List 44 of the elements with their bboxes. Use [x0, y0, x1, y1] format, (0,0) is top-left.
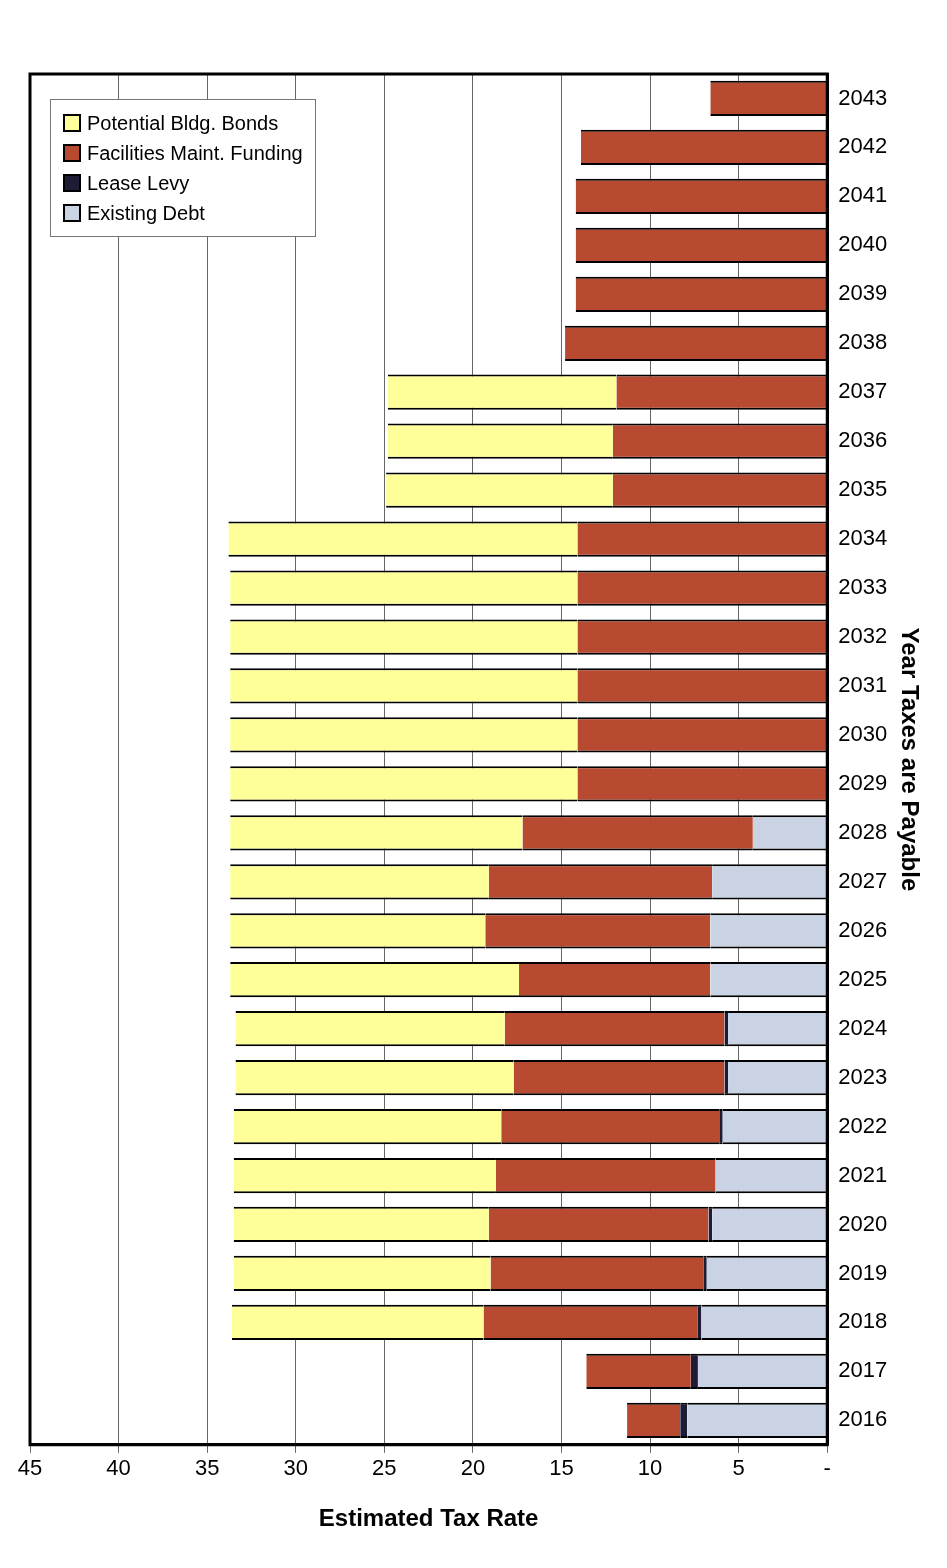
y-tick-label: 2034 — [838, 525, 888, 551]
x-tick-label: 40 — [106, 1455, 131, 1481]
y-tick-label: 2028 — [838, 818, 888, 844]
y-tick-label: 2035 — [838, 476, 888, 502]
x-tick-label: 25 — [372, 1455, 397, 1481]
y-tick-label: 2023 — [838, 1063, 888, 1089]
legend-label: Facilities Maint. Funding — [87, 141, 303, 166]
y-tick-label: 2033 — [838, 574, 888, 600]
x-tick-label: 45 — [17, 1455, 43, 1481]
y-tick-label: 2017 — [838, 1357, 888, 1383]
y-tick-label: 2043 — [838, 84, 888, 110]
y-tick-label: 2038 — [838, 329, 888, 355]
y-tick-label: 2039 — [838, 280, 888, 306]
legend-label: Potential Bldg. Bonds — [87, 111, 279, 136]
legend-label: Existing Debt — [87, 201, 205, 226]
y-tick-label: 2019 — [838, 1259, 888, 1285]
y-tick-label: 2041 — [838, 182, 888, 208]
y-tick-label: 2020 — [838, 1210, 888, 1236]
y-tick-label: 2018 — [838, 1308, 888, 1334]
y-tick-label: 2024 — [838, 1014, 888, 1040]
y-tick-label: 2022 — [838, 1112, 888, 1138]
y-tick-label: 2027 — [838, 867, 888, 893]
y-tick-label: 2040 — [838, 231, 888, 257]
y-tick-label: 2037 — [838, 378, 888, 404]
y-tick-label: 2029 — [838, 769, 888, 795]
y-tick-label: 2036 — [838, 427, 888, 453]
y-tick-label: 2021 — [838, 1161, 888, 1187]
y-tick-label: 2025 — [838, 965, 888, 991]
x-tick-label: 35 — [194, 1455, 220, 1481]
y-tick-label: 2032 — [838, 623, 888, 649]
x-tick-label: - — [823, 1455, 831, 1481]
y-tick-label: 2031 — [838, 672, 888, 698]
y-tick-label: 2026 — [838, 916, 888, 942]
x-tick-label: 10 — [637, 1455, 663, 1481]
y-tick-label: 2030 — [838, 720, 888, 746]
y-axis-title: Year Taxes are Payable — [896, 627, 924, 892]
x-tick-label: 5 — [732, 1455, 745, 1481]
y-tick-label: 2016 — [838, 1406, 888, 1432]
x-tick-label: 15 — [549, 1455, 574, 1481]
x-axis-title: Estimated Tax Rate — [318, 1504, 539, 1532]
x-tick-label: 30 — [283, 1455, 308, 1481]
y-tick-label: 2042 — [838, 133, 888, 159]
x-tick-label: 20 — [460, 1455, 486, 1481]
legend-label: Lease Levy — [87, 171, 190, 196]
